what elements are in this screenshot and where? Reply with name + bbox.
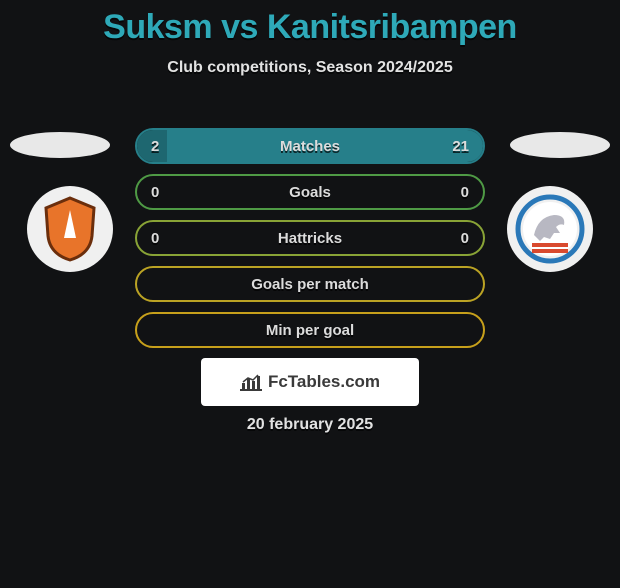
crest-right-icon xyxy=(514,193,586,265)
stat-label: Matches xyxy=(137,138,483,155)
brand-text: FcTables.com xyxy=(268,372,380,392)
page-title: Suksm vs Kanitsribampen xyxy=(0,8,620,47)
crest-left-icon xyxy=(42,196,98,262)
stat-label: Goals per match xyxy=(137,276,483,293)
subtitle: Club competitions, Season 2024/2025 xyxy=(0,59,620,77)
stat-row: 221Matches xyxy=(135,128,485,164)
date-text: 20 february 2025 xyxy=(0,416,620,434)
stat-label: Hattricks xyxy=(137,230,483,247)
stat-label: Min per goal xyxy=(137,322,483,339)
stats-table: 221Matches 00Goals 00Hattricks Goals per ma… xyxy=(135,128,485,358)
stat-row: Min per goal xyxy=(135,312,485,348)
player-right-name-ellipse xyxy=(510,132,610,158)
stat-row: 00Goals xyxy=(135,174,485,210)
player-left-badge xyxy=(27,186,113,272)
stat-row: 00Hattricks xyxy=(135,220,485,256)
brand-badge: FcTables.com xyxy=(201,358,419,406)
chart-icon xyxy=(240,373,262,391)
player-right-badge xyxy=(507,186,593,272)
player-left-name-ellipse xyxy=(10,132,110,158)
stat-row: Goals per match xyxy=(135,266,485,302)
stat-label: Goals xyxy=(137,184,483,201)
